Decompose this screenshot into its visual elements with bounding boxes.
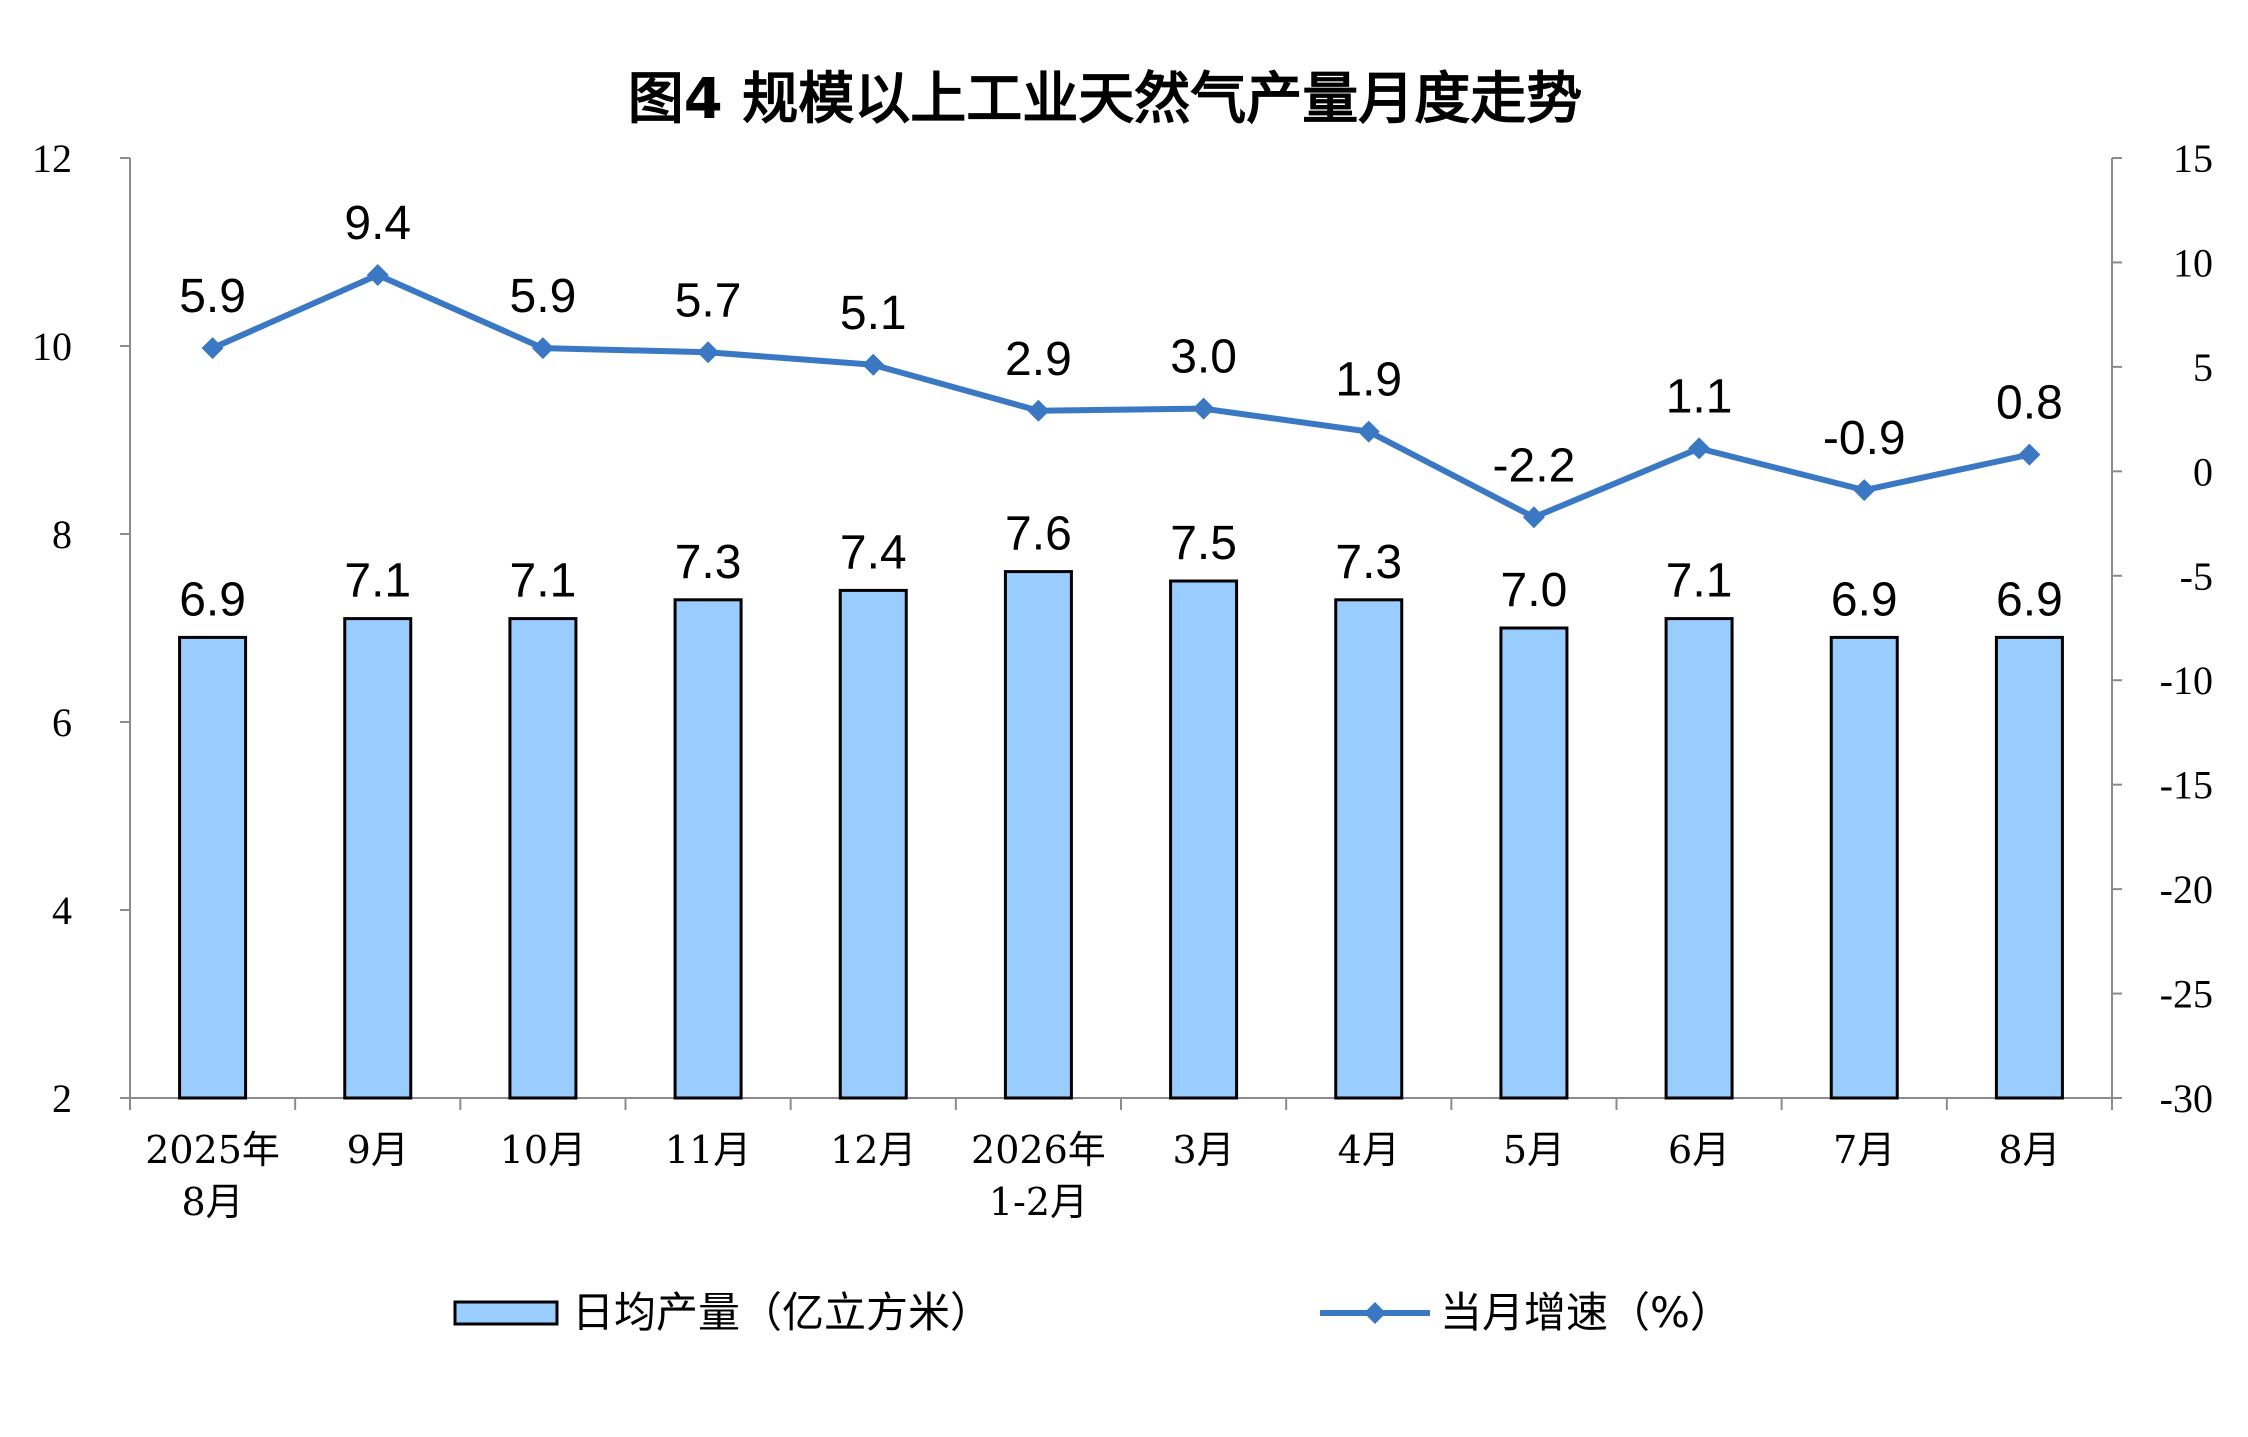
bar-data-label: 7.4 bbox=[840, 526, 907, 579]
right-axis-tick-label: -20 bbox=[2160, 867, 2213, 912]
bar-data-label: 7.5 bbox=[1170, 517, 1237, 570]
left-axis-tick-label: 12 bbox=[32, 136, 72, 181]
x-axis-category-label: 5月 bbox=[1503, 1128, 1565, 1172]
bar-data-label: 7.6 bbox=[1005, 508, 1072, 561]
line-data-label: 5.7 bbox=[675, 274, 742, 327]
left-axis-tick-label: 10 bbox=[32, 324, 72, 369]
line-data-label: 1.9 bbox=[1335, 354, 1402, 407]
x-axis-category-label: 11月 bbox=[665, 1128, 751, 1172]
growth-line-marker bbox=[2018, 443, 2041, 466]
bar-data-label: 7.0 bbox=[1501, 564, 1568, 617]
right-axis-tick-label: -5 bbox=[2180, 554, 2213, 599]
left-axis-tick-label: 2 bbox=[52, 1076, 72, 1121]
x-axis-category-label: 8月 bbox=[1998, 1128, 2060, 1172]
bar-data-label: 7.1 bbox=[510, 555, 577, 608]
bar-data-label: 7.3 bbox=[1335, 536, 1402, 589]
bar-data-label: 7.1 bbox=[1666, 555, 1733, 608]
growth-line-marker bbox=[1192, 397, 1215, 420]
x-axis-category-label: 9月 bbox=[347, 1128, 409, 1172]
right-axis-tick-label: 0 bbox=[2193, 449, 2213, 494]
growth-line-marker bbox=[1522, 506, 1545, 529]
x-axis-category-label: 2025年 bbox=[145, 1128, 280, 1172]
x-axis-category-label: 8月 bbox=[181, 1180, 243, 1224]
left-axis-tick-label: 4 bbox=[52, 888, 72, 933]
line-data-label: 3.0 bbox=[1170, 331, 1237, 384]
x-axis-category-label: 3月 bbox=[1172, 1128, 1234, 1172]
right-axis-tick-label: -25 bbox=[2160, 972, 2213, 1017]
growth-line-marker bbox=[697, 341, 720, 364]
left-axis-tick-label: 8 bbox=[52, 512, 72, 557]
bar bbox=[673, 598, 743, 1100]
bar bbox=[1664, 617, 1734, 1100]
bar bbox=[1003, 570, 1073, 1100]
bar-data-label: 7.1 bbox=[344, 555, 411, 608]
bar bbox=[1334, 598, 1404, 1100]
right-axis-tick-label: 10 bbox=[2173, 240, 2213, 285]
growth-line-marker bbox=[531, 337, 554, 360]
line-data-label: 9.4 bbox=[344, 197, 411, 250]
left-axis-tick-label: 6 bbox=[52, 700, 72, 745]
bar-data-label: 6.9 bbox=[179, 573, 246, 626]
line-data-label: 1.1 bbox=[1666, 370, 1733, 423]
line-data-label: -2.2 bbox=[1493, 439, 1576, 492]
x-axis-category-label: 7月 bbox=[1833, 1128, 1895, 1172]
bar-data-label: 6.9 bbox=[1831, 573, 1898, 626]
bar bbox=[343, 617, 413, 1100]
right-axis-tick-label: 15 bbox=[2173, 136, 2213, 181]
right-axis-tick-label: 5 bbox=[2193, 345, 2213, 390]
x-axis-category-label: 12月 bbox=[830, 1128, 916, 1172]
legend-bar-swatch bbox=[453, 1300, 559, 1326]
growth-line-marker bbox=[366, 263, 389, 286]
right-axis-tick-label: -15 bbox=[2160, 763, 2213, 808]
legend-line-label: 当月增速（%） bbox=[1440, 1288, 1732, 1337]
bar bbox=[1169, 579, 1239, 1100]
growth-line-marker bbox=[201, 337, 224, 360]
x-axis-category-label: 2026年 bbox=[971, 1128, 1106, 1172]
bar bbox=[178, 635, 248, 1100]
x-axis-category-label: 4月 bbox=[1338, 1128, 1400, 1172]
right-axis-tick-label: -10 bbox=[2160, 658, 2213, 703]
x-axis-category-label: 1-2月 bbox=[989, 1180, 1088, 1224]
line-data-label: 0.8 bbox=[1996, 377, 2063, 430]
line-data-label: 2.9 bbox=[1005, 333, 1072, 386]
chart-title: 图4 规模以上工业天然气产量月度走势 bbox=[628, 67, 1582, 132]
bar-data-label: 6.9 bbox=[1996, 573, 2063, 626]
legend-bar-label: 日均产量（亿立方米） bbox=[572, 1288, 992, 1337]
growth-line-marker bbox=[1357, 420, 1380, 443]
bar bbox=[838, 588, 908, 1100]
x-axis-category-label: 10月 bbox=[500, 1128, 586, 1172]
line-data-label: 5.9 bbox=[179, 270, 246, 323]
bar bbox=[508, 617, 578, 1100]
bar bbox=[1499, 626, 1569, 1100]
line-data-label: -0.9 bbox=[1823, 412, 1906, 465]
bar bbox=[1994, 635, 2064, 1100]
growth-line-marker bbox=[1853, 479, 1876, 502]
growth-line-marker bbox=[1688, 437, 1711, 460]
growth-line-marker bbox=[1027, 399, 1050, 422]
growth-line-marker bbox=[862, 353, 885, 376]
right-axis-tick-label: -30 bbox=[2160, 1076, 2213, 1121]
bar-data-label: 7.3 bbox=[675, 536, 742, 589]
line-data-label: 5.1 bbox=[840, 287, 907, 340]
x-axis-category-label: 6月 bbox=[1668, 1128, 1730, 1172]
legend-line-marker bbox=[1364, 1302, 1386, 1324]
bar bbox=[1829, 635, 1899, 1100]
line-data-label: 5.9 bbox=[510, 270, 577, 323]
growth-line bbox=[211, 271, 2031, 521]
